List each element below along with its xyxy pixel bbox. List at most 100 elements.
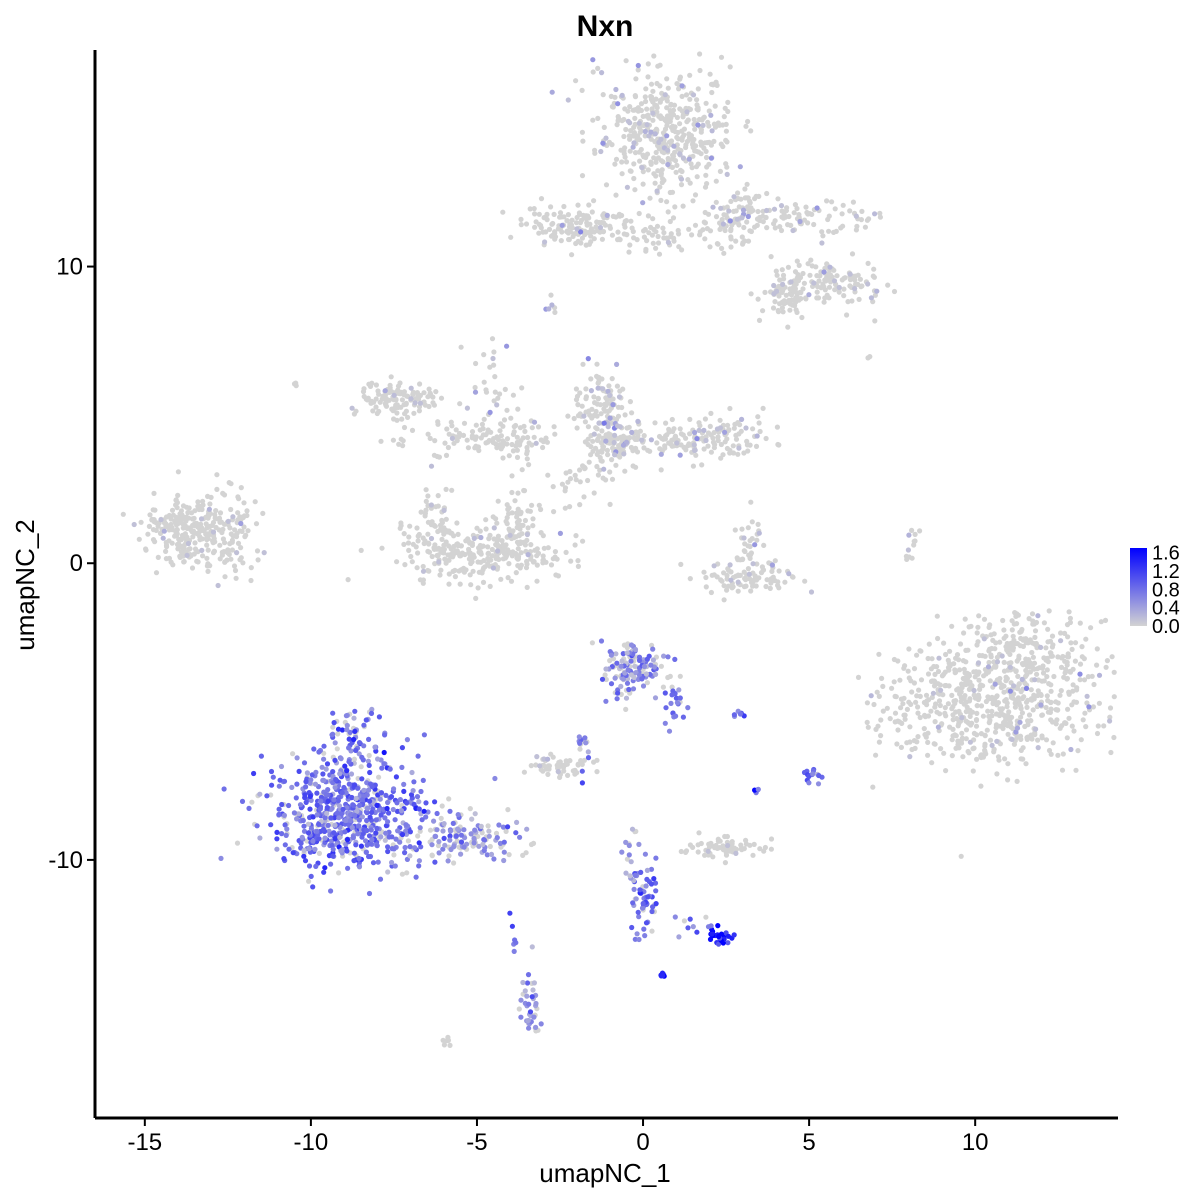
data-point [438, 815, 444, 822]
data-point [1062, 630, 1068, 637]
data-point [907, 724, 913, 730]
data-point [203, 531, 209, 537]
data-point [811, 221, 817, 228]
data-point [181, 559, 187, 565]
data-point [207, 523, 213, 530]
data-point [529, 502, 535, 508]
data-point [963, 727, 970, 733]
data-point [461, 827, 467, 833]
data-point [742, 238, 748, 244]
data-point [211, 548, 217, 554]
data-point [654, 440, 660, 446]
data-point [975, 692, 982, 698]
data-point [458, 851, 464, 857]
data-point [733, 436, 740, 442]
data-point [658, 663, 665, 669]
data-point [495, 533, 501, 539]
data-point [383, 823, 389, 829]
data-point [1034, 671, 1040, 677]
data-point [439, 536, 445, 543]
data-point [725, 99, 731, 105]
data-point [377, 796, 383, 802]
data-point [955, 723, 961, 729]
data-point [303, 784, 309, 790]
data-point [794, 258, 800, 264]
data-point [974, 710, 980, 717]
data-point [483, 517, 489, 523]
data-point [639, 165, 645, 171]
data-point [790, 227, 796, 234]
data-point [718, 54, 725, 60]
data-point [624, 856, 631, 862]
data-point [902, 716, 908, 722]
data-point [1107, 705, 1114, 711]
data-point [872, 211, 878, 217]
data-point [210, 540, 216, 546]
data-point [385, 869, 391, 875]
data-point [679, 108, 685, 114]
data-point [180, 521, 186, 527]
data-point [1071, 699, 1077, 705]
data-point [634, 931, 640, 937]
data-point [703, 154, 710, 161]
data-point [725, 108, 731, 115]
data-point [780, 272, 787, 278]
data-point [614, 383, 621, 389]
data-point [294, 781, 300, 787]
data-point [394, 559, 400, 565]
data-point [654, 80, 660, 87]
data-point [592, 400, 598, 406]
data-point [632, 646, 639, 653]
data-point [385, 819, 391, 825]
data-point [1024, 704, 1030, 711]
data-point [711, 138, 717, 144]
data-point [538, 1021, 544, 1027]
data-point [238, 545, 244, 551]
data-point [754, 561, 760, 567]
data-point [492, 775, 498, 782]
data-point [340, 847, 346, 853]
data-point [207, 501, 213, 507]
data-point [215, 582, 221, 589]
data-point [708, 840, 714, 847]
data-point [801, 280, 808, 286]
data-point [192, 546, 199, 552]
data-point [819, 240, 825, 246]
legend-label: 0.0 [1152, 616, 1180, 638]
data-point [589, 640, 596, 646]
data-point [488, 851, 495, 858]
data-point [437, 522, 444, 528]
data-point [504, 436, 511, 442]
data-point [709, 128, 715, 134]
data-point [577, 467, 583, 473]
data-point [374, 802, 380, 809]
data-point [573, 240, 579, 247]
data-point [473, 595, 479, 602]
data-point [747, 442, 753, 448]
data-point [783, 208, 790, 214]
data-point [399, 831, 406, 838]
data-point [983, 751, 989, 757]
data-point [373, 382, 379, 388]
data-point [636, 657, 643, 664]
data-point [517, 425, 524, 431]
data-point [802, 578, 808, 584]
data-point [841, 293, 847, 299]
data-point [314, 812, 320, 818]
data-point [1081, 656, 1087, 662]
data-point [715, 923, 721, 929]
data-point [415, 753, 421, 759]
data-point [757, 846, 763, 852]
data-point [363, 849, 369, 855]
data-point [981, 616, 988, 622]
data-point [435, 493, 441, 499]
data-point [810, 771, 816, 777]
data-point [674, 162, 680, 168]
data-point [649, 908, 655, 915]
data-point [786, 571, 792, 577]
data-point [777, 277, 783, 283]
data-point [427, 827, 434, 833]
data-point [439, 549, 446, 556]
data-point [1077, 661, 1084, 667]
